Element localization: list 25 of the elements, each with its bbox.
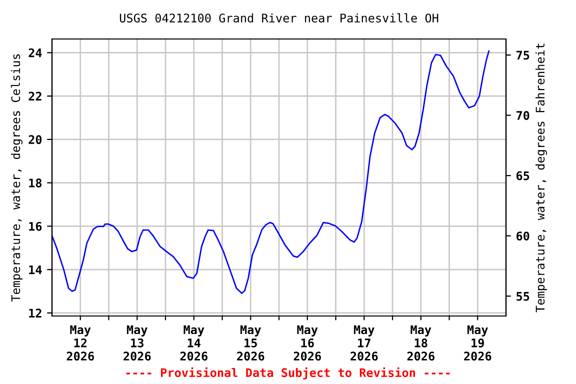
- x-tick-label: May 19 2026: [464, 325, 492, 361]
- y-tick-label: 24: [28, 48, 42, 58]
- y-axis-title: Temperature, water, degrees Celsius: [10, 54, 23, 302]
- y2-axis-title: Temperature, water, degrees Fahrenheit: [535, 44, 547, 312]
- x-tick-label: May 17 2026: [350, 325, 378, 361]
- x-tick-label: May 16 2026: [294, 325, 321, 361]
- x-tick-label: May 15 2026: [237, 325, 264, 361]
- line-series: [52, 50, 490, 294]
- text: ---- Provisional Data Subject to Revision ----: [126, 367, 450, 380]
- x-tick-label: May 13 2026: [124, 325, 151, 361]
- y2-tick-label: 65: [516, 171, 530, 180]
- y-tick-label: 22: [28, 92, 42, 101]
- y-tick-label: 12: [29, 308, 42, 318]
- x-tick-label: May 12 2026: [66, 325, 94, 361]
- y2-tick-label: 75: [516, 50, 530, 60]
- y2-tick-label: 60: [516, 232, 530, 241]
- y2-tick-label: 55: [516, 292, 530, 301]
- y-tick-label: 20: [28, 135, 42, 144]
- y-tick-label: 18: [29, 178, 42, 188]
- y-tick-label: 16: [29, 222, 42, 231]
- x-tick-label: May 18 2026: [407, 325, 434, 361]
- y2-tick-label: 70: [516, 111, 530, 120]
- chart-title: USGS 04212100 Grand River near Painesville OH: [120, 13, 438, 22]
- y-tick-label: 14: [29, 265, 42, 274]
- x-tick-label: May 14 2026: [180, 325, 208, 361]
